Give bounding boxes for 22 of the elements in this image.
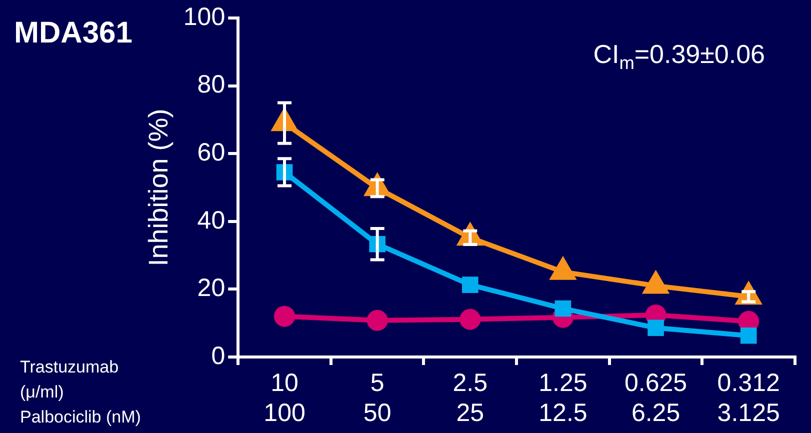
- y-tick-label: 0: [211, 342, 226, 370]
- y-axis-title: Inhibition (%): [144, 108, 174, 266]
- point: [648, 320, 664, 336]
- x-tick-label: 5 50: [363, 368, 392, 427]
- point: [740, 327, 757, 344]
- point: [554, 300, 572, 317]
- y-tick-label: 20: [197, 274, 226, 302]
- x-tick-label: 0.312 3.125: [717, 368, 780, 427]
- y-tick-label: 100: [183, 2, 226, 31]
- y-tick-label: 40: [197, 206, 226, 234]
- chart-title: MDA361: [14, 16, 132, 50]
- text: Trastuzumab (μ/ml) Palbociclib (nM): [20, 358, 141, 427]
- y-tick-label: 80: [197, 70, 226, 99]
- point: [274, 306, 296, 327]
- y-tick-label: 60: [197, 138, 226, 166]
- point: [462, 276, 478, 293]
- x-tick-label: 0.625 6.25: [624, 368, 688, 427]
- point: [460, 308, 481, 330]
- x-tick-label: 10 100: [264, 368, 306, 427]
- x-tick-label: 2.5 25: [452, 368, 488, 427]
- x-tick-label: 1.25 12.5: [538, 368, 588, 427]
- point: [366, 310, 388, 331]
